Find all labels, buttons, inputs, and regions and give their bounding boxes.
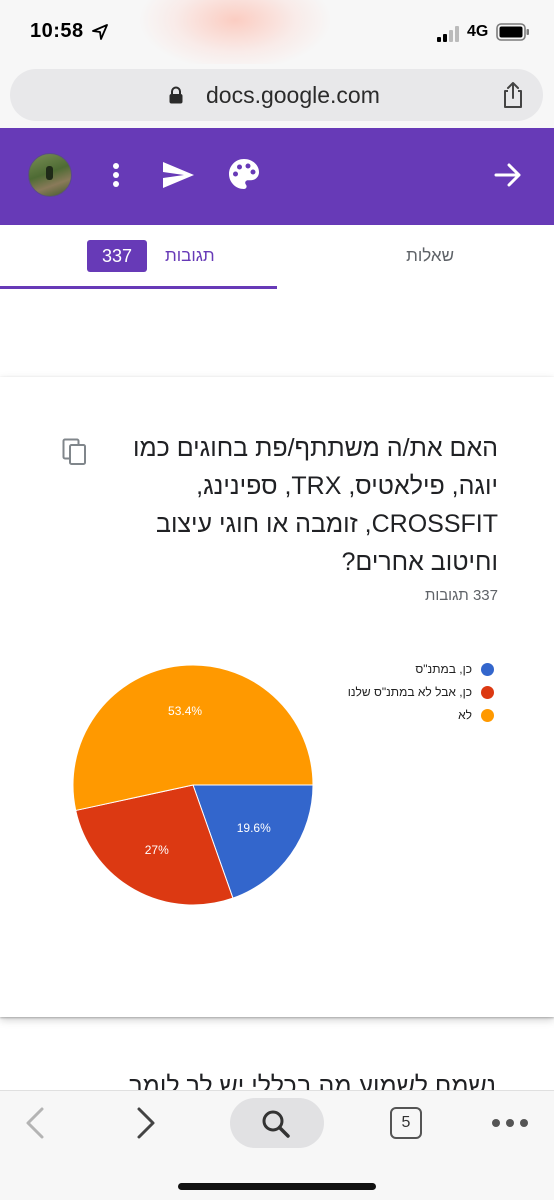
responses-count-badge: 337 [87,240,147,272]
legend-item: לא [330,707,500,724]
chevron-left-icon[interactable] [22,1105,48,1141]
pie-slice-label: 53.4% [168,704,202,718]
legend-label: כן, במתנ"ס [415,662,472,676]
palette-icon[interactable] [227,157,261,191]
status-time: 10:58 [30,20,84,42]
status-glow [140,0,330,70]
tab-responses-label: תגובות [165,246,215,265]
url-text: docs.google.com [206,82,380,108]
next-question-peek: נשמח לשמוע מה בכללי יש לך לומר [0,1068,554,1092]
location-arrow-icon [92,24,108,40]
legend-label: לא [458,708,472,722]
copy-icon[interactable] [62,438,88,466]
browser-toolbar: 5 [0,1090,554,1200]
avatar[interactable] [28,153,72,197]
legend-item: כן, במתנ"ס [330,661,500,678]
pie-chart: 19.6% 27% 53.4% [72,664,314,906]
legend-swatch [481,663,494,676]
signal-icon [437,26,459,42]
lock-icon [169,86,183,104]
pie-slice [72,664,314,812]
send-icon[interactable] [160,159,196,191]
chevron-right-icon[interactable] [133,1105,159,1141]
battery-icon [496,23,529,41]
arrow-back-icon[interactable] [492,159,524,191]
pie-slice-label: 19.6% [237,821,271,835]
home-indicator [178,1183,376,1190]
network-type: 4G [467,23,489,40]
search-icon [262,1110,290,1138]
legend-swatch [481,686,494,699]
status-bar: 10:58 4G [0,0,554,70]
legend-swatch [481,709,494,722]
chart-legend: כן, במתנ"ס כן, אבל לא במתנ"ס שלנו לא [330,661,500,730]
pie-slice [75,784,234,906]
pie-slice-label: 27% [145,843,169,857]
search-button[interactable] [230,1098,324,1148]
more-vert-icon[interactable] [106,158,126,192]
active-tab-indicator [0,286,277,289]
forms-header [0,128,554,225]
more-horiz-icon[interactable] [490,1117,530,1129]
question-response-count: 337 תגובות [424,587,498,604]
browser-url-area: docs.google.com [0,64,554,128]
legend-item: כן, אבל לא במתנ"ס שלנו [330,684,500,701]
tab-questions-label: שאלות [406,246,454,265]
legend-label: כן, אבל לא במתנ"ס שלנו [347,685,472,699]
tab-questions[interactable]: שאלות [277,225,554,289]
share-icon[interactable] [500,81,526,109]
tab-responses[interactable]: 337 תגובות [0,225,277,291]
address-bar[interactable]: docs.google.com [10,69,543,121]
question-summary-card: האם את/ה משתתף/פת בחוגים כמו יוגה, פילאט… [0,377,554,1017]
tabs-icon[interactable]: 5 [390,1107,422,1139]
tab-bar: שאלות 337 תגובות [0,225,554,291]
next-question-title: נשמח לשמוע מה בכללי יש לך לומר [129,1072,496,1092]
question-title: האם את/ה משתתף/פת בחוגים כמו יוגה, פילאט… [132,434,498,576]
